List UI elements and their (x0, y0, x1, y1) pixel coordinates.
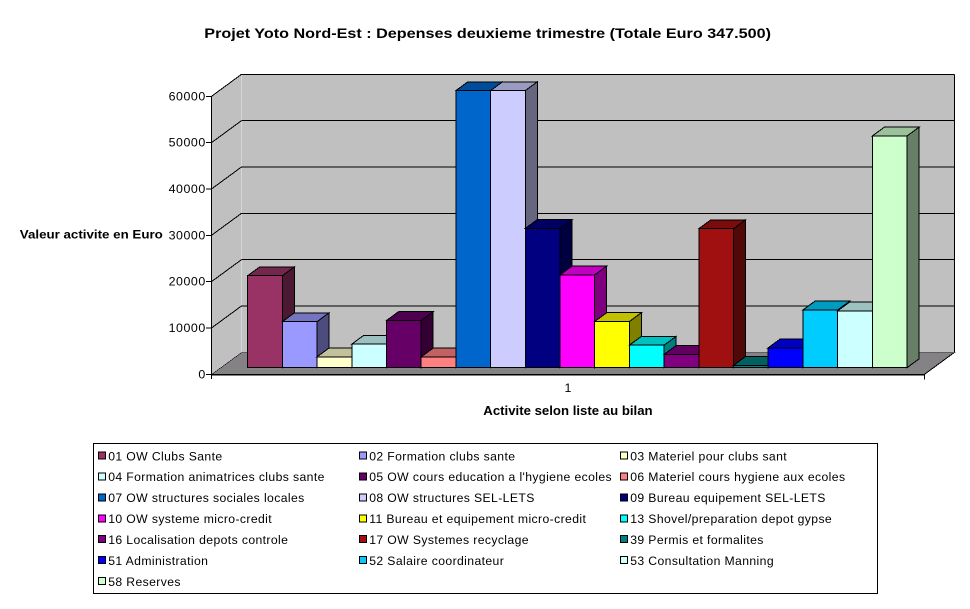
svg-text:20000: 20000 (169, 275, 206, 289)
svg-text:08 OW structures SEL-LETS: 08 OW structures SEL-LETS (369, 491, 535, 505)
svg-text:58 Reserves: 58 Reserves (108, 575, 181, 589)
svg-text:52 Salaire coordinateur: 52 Salaire coordinateur (369, 554, 504, 568)
svg-text:03 Materiel pour clubs sant: 03 Materiel pour clubs sant (630, 449, 787, 463)
svg-text:10000: 10000 (169, 321, 206, 335)
svg-text:06 Materiel cours hygiene aux: 06 Materiel cours hygiene aux ecoles (630, 470, 845, 484)
svg-text:60000: 60000 (169, 89, 206, 103)
svg-text:30000: 30000 (169, 228, 206, 242)
svg-text:39 Permis et formalites: 39 Permis et formalites (630, 533, 764, 547)
svg-text:02 Formation clubs sante: 02 Formation clubs sante (369, 449, 515, 463)
svg-text:09 Bureau equipement SEL-LETS: 09 Bureau equipement SEL-LETS (630, 491, 826, 505)
svg-text:51 Administration: 51 Administration (108, 554, 208, 568)
svg-text:13 Shovel/preparation depot gy: 13 Shovel/preparation depot gypse (630, 512, 832, 526)
svg-text:40000: 40000 (169, 182, 206, 196)
svg-text:50000: 50000 (169, 136, 206, 150)
svg-text:01 OW Clubs Sante: 01 OW Clubs Sante (108, 449, 222, 463)
svg-text:1: 1 (565, 381, 572, 395)
svg-text:Valeur activite en Euro: Valeur activite en Euro (20, 228, 163, 242)
svg-text:17 OW Systemes recyclage: 17 OW Systemes recyclage (369, 533, 529, 547)
svg-text:53 Consultation Manning: 53 Consultation Manning (630, 554, 774, 568)
svg-text:Projet Yoto Nord-Est : Depense: Projet Yoto Nord-Est : Depenses deuxieme… (204, 26, 771, 41)
svg-text:07 OW structures sociales loca: 07 OW structures sociales locales (108, 491, 304, 505)
svg-text:0: 0 (198, 367, 205, 381)
svg-text:Activite selon liste au bilan: Activite selon liste au bilan (483, 403, 652, 418)
svg-text:05 OW cours education a l'hygi: 05 OW cours education a l'hygiene ecoles (369, 470, 612, 484)
svg-text:04 Formation animatrices clubs: 04 Formation animatrices clubs sante (108, 470, 325, 484)
svg-text:11 Bureau et equipement micro-: 11 Bureau et equipement micro-credit (369, 512, 586, 526)
svg-text:16 Localisation depots control: 16 Localisation depots controle (108, 533, 288, 547)
svg-text:10 OW systeme micro-credit: 10 OW systeme micro-credit (108, 512, 272, 526)
